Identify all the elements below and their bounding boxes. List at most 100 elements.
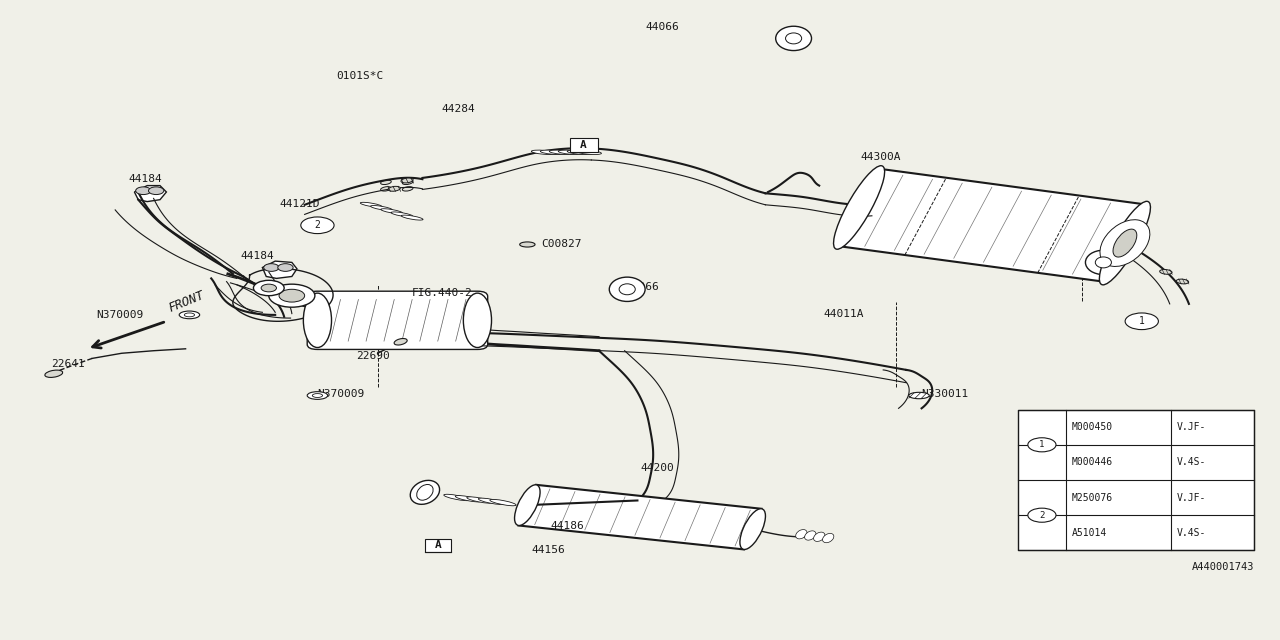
Ellipse shape	[609, 277, 645, 301]
Ellipse shape	[456, 495, 481, 502]
Text: N330011: N330011	[922, 389, 969, 399]
Polygon shape	[518, 484, 762, 550]
Polygon shape	[134, 186, 166, 202]
Circle shape	[261, 284, 276, 292]
Ellipse shape	[444, 494, 470, 500]
Text: FRONT: FRONT	[166, 289, 206, 315]
Ellipse shape	[467, 497, 493, 503]
Text: M000446: M000446	[1071, 458, 1112, 467]
Text: 22690: 22690	[356, 351, 389, 361]
Text: M250076: M250076	[1071, 493, 1112, 502]
Text: A: A	[434, 540, 442, 550]
Ellipse shape	[567, 150, 593, 154]
Text: 44066: 44066	[626, 282, 659, 292]
Ellipse shape	[390, 212, 413, 217]
Circle shape	[148, 187, 164, 195]
Ellipse shape	[805, 531, 815, 540]
Ellipse shape	[490, 499, 516, 506]
Ellipse shape	[401, 215, 424, 220]
Text: 44184: 44184	[241, 251, 274, 261]
Circle shape	[1028, 508, 1056, 522]
Text: 44156: 44156	[531, 545, 564, 556]
Bar	[570, 138, 598, 152]
Text: 44121D: 44121D	[279, 198, 320, 209]
Ellipse shape	[814, 532, 824, 541]
Ellipse shape	[394, 339, 407, 345]
Ellipse shape	[909, 392, 929, 399]
Ellipse shape	[796, 529, 806, 539]
Ellipse shape	[179, 311, 200, 319]
Ellipse shape	[833, 166, 884, 249]
Text: 44184: 44184	[128, 174, 161, 184]
Ellipse shape	[380, 187, 392, 191]
Text: 1: 1	[1139, 316, 1144, 326]
Ellipse shape	[401, 178, 413, 183]
Ellipse shape	[776, 26, 812, 51]
Circle shape	[278, 264, 293, 271]
Ellipse shape	[411, 481, 439, 504]
Circle shape	[264, 264, 279, 271]
Ellipse shape	[388, 186, 401, 191]
Text: 44300A: 44300A	[860, 152, 901, 162]
Ellipse shape	[402, 187, 413, 191]
Bar	[1018, 410, 1254, 550]
Text: 44066: 44066	[645, 22, 678, 32]
Ellipse shape	[531, 150, 557, 154]
Ellipse shape	[417, 484, 433, 500]
Ellipse shape	[303, 293, 332, 348]
Text: 2: 2	[1039, 511, 1044, 520]
Ellipse shape	[1100, 202, 1151, 285]
Polygon shape	[262, 261, 297, 278]
Text: 0101S*C: 0101S*C	[337, 70, 384, 81]
Ellipse shape	[1100, 220, 1149, 266]
Text: N370009: N370009	[317, 389, 365, 399]
Text: FIG.440-2: FIG.440-2	[412, 288, 472, 298]
Ellipse shape	[1114, 229, 1137, 257]
Text: N370009: N370009	[96, 310, 143, 320]
Text: 44011A: 44011A	[823, 308, 864, 319]
Ellipse shape	[307, 392, 328, 399]
Ellipse shape	[520, 242, 535, 247]
Circle shape	[301, 217, 334, 234]
Text: 44186: 44186	[550, 521, 584, 531]
Ellipse shape	[370, 205, 393, 211]
Text: 1: 1	[1039, 440, 1044, 449]
Ellipse shape	[1176, 279, 1189, 284]
Circle shape	[1028, 438, 1056, 452]
Ellipse shape	[786, 33, 801, 44]
Text: V.JF-: V.JF-	[1176, 422, 1206, 432]
Ellipse shape	[558, 150, 584, 154]
Ellipse shape	[1096, 257, 1111, 268]
Ellipse shape	[1160, 269, 1172, 275]
Ellipse shape	[576, 150, 602, 154]
Circle shape	[269, 284, 315, 307]
Ellipse shape	[402, 180, 413, 184]
Text: V.4S-: V.4S-	[1176, 528, 1206, 538]
Text: A51014: A51014	[1071, 528, 1107, 538]
Circle shape	[136, 187, 151, 195]
Text: A440001743: A440001743	[1192, 562, 1254, 572]
Ellipse shape	[312, 394, 323, 397]
Text: V.JF-: V.JF-	[1176, 493, 1206, 502]
Text: 22641: 22641	[51, 358, 84, 369]
Text: 44200: 44200	[640, 463, 673, 474]
Ellipse shape	[515, 484, 540, 525]
Ellipse shape	[823, 533, 833, 543]
Ellipse shape	[380, 209, 403, 214]
Circle shape	[279, 289, 305, 302]
FancyBboxPatch shape	[307, 291, 488, 349]
Ellipse shape	[540, 150, 566, 154]
Text: 2: 2	[315, 220, 320, 230]
Ellipse shape	[620, 284, 635, 295]
Text: C00827: C00827	[541, 239, 582, 250]
Circle shape	[1125, 313, 1158, 330]
Text: A: A	[580, 140, 588, 150]
Text: V.4S-: V.4S-	[1176, 458, 1206, 467]
Ellipse shape	[380, 180, 392, 184]
Ellipse shape	[360, 202, 383, 207]
Ellipse shape	[479, 498, 504, 504]
Text: 44284: 44284	[442, 104, 475, 114]
Ellipse shape	[740, 509, 765, 550]
Text: M000450: M000450	[1071, 422, 1112, 432]
Ellipse shape	[549, 150, 575, 154]
